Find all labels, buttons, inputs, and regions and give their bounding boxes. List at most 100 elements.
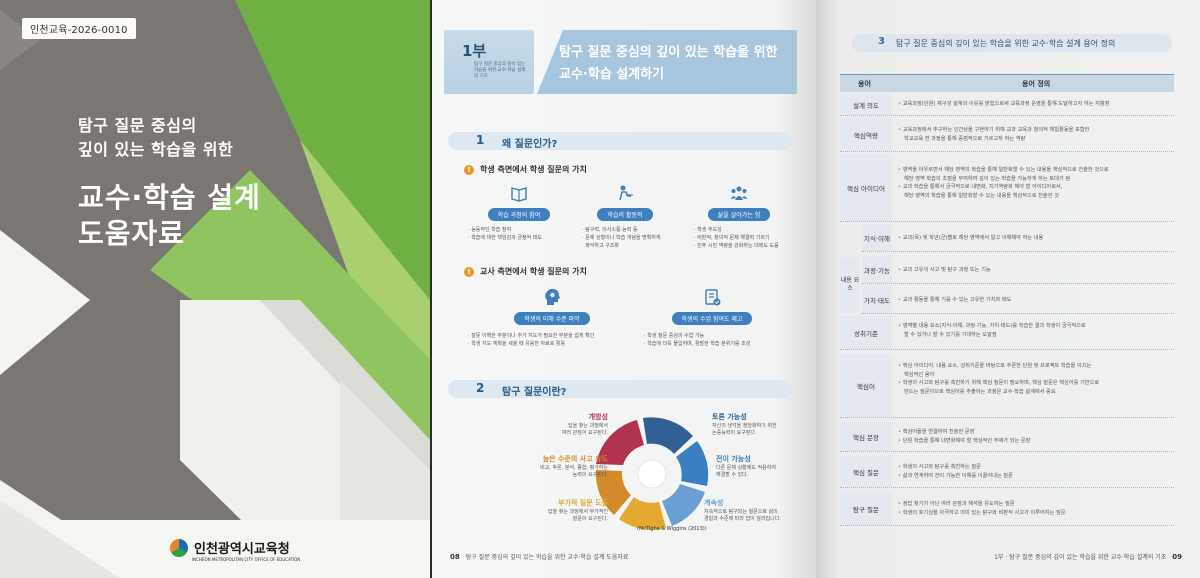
table-row: 설계 의도 교육과정(단원) 재구성 설계의 이유를 밝힘으로써 교육과정 운영… bbox=[840, 94, 1174, 116]
right-footer-text: 1부 · 탐구 질문 중심의 깊이 있는 학습을 위한 교수·학습 설계의 기초 bbox=[994, 554, 1167, 561]
row-definition: 핵심 아이디어, 내용 요소, 성취기준을 바탕으로 추론한 단원 및 프로젝트… bbox=[898, 362, 1170, 371]
publisher-logo: 인천광역시교육청 INCHEON METROPOLITAN CITY OFFIC… bbox=[170, 538, 300, 562]
header-term: 용어 bbox=[858, 80, 871, 88]
student-value-heading: ! 학생 측면에서 학생 질문의 가치 bbox=[464, 164, 587, 175]
left-page-number: 08 bbox=[450, 553, 460, 561]
row-definition: 단원 학습을 통해 내면화해야 할 핵심적인 주제가 되는 문장 bbox=[898, 437, 1170, 446]
bullet-text: 파악하고 구조화 bbox=[585, 243, 619, 249]
right-page: 3 탐구 질문 중심의 깊이 있는 학습을 위한 교수·학습 설계 용어 정의 … bbox=[816, 0, 1200, 578]
head-gear-icon bbox=[543, 288, 561, 306]
row-definition: 학교교육 전 과정을 통해 중점적으로 기르고자 하는 역량 bbox=[904, 135, 1026, 142]
teacher-value-1: 학생의 이해 수준 파악 bbox=[492, 288, 612, 325]
row-term: 과정·기능 bbox=[862, 256, 892, 283]
quality-name: 개방성 bbox=[588, 413, 608, 421]
table-row: 성취기준 영역별 내용 요소(지식·이해, 과정·기능, 가치·태도)를 학습한… bbox=[840, 316, 1174, 350]
part-description: 탐구 질문 중심의 깊이 있는 학습을 위한 교수·학습 설계의 기초 bbox=[474, 62, 526, 79]
bullet-text: 탐구력, 의사소통 능력 등 bbox=[585, 227, 638, 233]
section-1-label: 왜 질문인가? bbox=[502, 139, 558, 150]
teacher-value-2: 학생의 수업 참여도 제고 bbox=[652, 288, 772, 325]
value-label: 학습의 활동력 bbox=[597, 208, 653, 221]
section-2-label: 탐구 질문이란? bbox=[502, 387, 567, 398]
row-definition: 교육과정에서 추구하는 인간상을 구현하기 위해 교과 교육과 창의적 체험활동… bbox=[898, 126, 1170, 135]
quality-desc: 답을 찾는 과정에서 부가적인 bbox=[548, 509, 608, 515]
row-term: 지식·이해 bbox=[862, 224, 892, 251]
citation: (McTighe & Wiggins (2013)) bbox=[637, 526, 707, 532]
cover-title-line-2: 도움자료 bbox=[78, 217, 186, 250]
row-definition: 정답 찾기가 아닌 여러 관점과 해석을 유도하는 질문 bbox=[898, 500, 1170, 509]
table-row: 지식·이해 교과(목) 및 학년(군)별로 해당 영역에서 알고 이해해야 하는… bbox=[862, 224, 1174, 252]
student-value-heading-text: 학생 측면에서 학생 질문의 가치 bbox=[480, 165, 587, 174]
quality-desc: 지속적으로 탐구되는 질문으로 삶의 bbox=[704, 509, 778, 515]
row-definition: 학생의 사고와 탐구를 촉진하기 위해 핵심 질문이 필요하며, 핵심 질문은 … bbox=[898, 379, 1170, 388]
publisher-name-en: INCHEON METROPOLITAN CITY OFFICE OF EDUC… bbox=[192, 557, 301, 562]
section-3-number: 3 bbox=[878, 36, 885, 47]
row-definition: 삶과 연계하여 전이 가능한 이해를 이끌어내는 질문 bbox=[898, 472, 1170, 481]
row-definition: 학생의 사고와 탐구를 촉진하는 질문 bbox=[898, 463, 1170, 472]
cover-title-line-1: 교수·학습 설계 bbox=[78, 181, 261, 214]
quality-debatability: 토론 가능성 자신의 생각을 정당화하기 위한 논증능력이 요구된다. bbox=[712, 414, 777, 437]
quality-desc: 경험과 수준에 따라 답이 달라집니다. bbox=[704, 516, 781, 522]
quality-additional-questions: 부가적 질문 도출 답을 찾는 과정에서 부가적인 질문이 요구된다. bbox=[508, 500, 608, 523]
row-definition: 교육과정(단원) 재구성 설계의 이유를 밝힘으로써 교육과정 운영을 통해 도… bbox=[898, 100, 1170, 109]
table-row: 핵심역량 교육과정에서 추구하는 인간상을 구현하기 위해 교과 교육과 창의적… bbox=[840, 118, 1174, 152]
row-definition: 할 수 있거나 할 수 있기를 기대하는 도달점 bbox=[904, 331, 997, 338]
section-3-heading: 3 탐구 질문 중심의 깊이 있는 학습을 위한 교수·학습 설계 용어 정의 bbox=[852, 34, 1172, 52]
quality-openness: 개방성 답을 찾는 과정에서 여러 관점이 요구된다. bbox=[538, 414, 608, 437]
student-value-2-bullets: · 탐구력, 의사소통 능력 등 · 문제 상황이나 학습 개념을 명확하게 파… bbox=[582, 227, 661, 249]
bullet-text: 능동적인 학습 참여 bbox=[471, 227, 512, 233]
exclamation-icon: ! bbox=[464, 266, 474, 277]
student-value-3: 삶을 살아가는 힘 bbox=[694, 184, 784, 221]
quality-name: 전이 가능성 bbox=[716, 455, 751, 463]
cover-subtitle-line-1: 탐구 질문 중심의 bbox=[78, 116, 197, 135]
quality-name: 부가적 질문 도출 bbox=[558, 499, 608, 507]
row-definition: 영역별 내용 요소(지식·이해, 과정·기능, 가치·태도)를 학습한 결과 학… bbox=[898, 322, 1170, 331]
left-page: 1부 탐구 질문 중심의 깊이 있는 학습을 위한 교수·학습 설계의 기초 탐… bbox=[432, 0, 816, 578]
table-row: 핵심 문장 핵심어들을 연결하여 진술한 문장 단원 학습을 통해 내면화해야 … bbox=[840, 422, 1174, 452]
row-definition: 핵심적인 용어 bbox=[904, 371, 935, 378]
quality-name: 토론 가능성 bbox=[712, 413, 747, 421]
row-term: 핵심 아이디어 bbox=[840, 154, 892, 221]
table-row: 핵심 아이디어 영역을 아우르면서 해당 영역의 학습을 통해 일반화할 수 있… bbox=[840, 154, 1174, 222]
quality-desc: 다른 문제 상황에도 적용하여 bbox=[716, 465, 776, 471]
bullet-text: 학생 지도 계획을 세울 때 유용한 자료로 활용 bbox=[471, 341, 566, 347]
row-definition: 학생의 호기심을 자극하고 의미 있는 탐구와 비판적 사고가 이루어지는 질문 bbox=[898, 509, 1170, 518]
teacher-value-heading-text: 교사 측면에서 학생 질문의 가치 bbox=[480, 267, 587, 276]
teacher-value-2-bullets: · 학생 질문 중심의 수업 가능 · 학습에 더욱 몰입하며, 활발한 학습 … bbox=[644, 333, 751, 347]
right-page-number: 09 bbox=[1172, 553, 1182, 561]
bullet-text: 비판적, 창의적 문제 해결력 기르기 bbox=[697, 235, 770, 241]
quality-desc: 질문이 요구된다. bbox=[572, 516, 608, 522]
row-term: 핵심 문장 bbox=[840, 422, 892, 451]
bullet-text: 학생 질문 중심의 수업 가능 bbox=[647, 333, 705, 339]
row-definition: 교과 활동을 통해 기를 수 있는 고유한 가치와 태도 bbox=[898, 296, 1170, 305]
booklet-cover: 인천교육-2026-0010 탐구 질문 중심의 깊이 있는 학습을 위한 교수… bbox=[0, 0, 430, 578]
bullet-text: 학습에 대한 책임감과 긍정적 태도 bbox=[471, 235, 542, 241]
group-icon bbox=[730, 184, 748, 202]
row-term: 핵심어 bbox=[840, 354, 892, 417]
quality-desc: 능력이 요구된다. bbox=[572, 472, 608, 478]
row-definition: 영역을 아우르면서 해당 영역의 학습을 통해 일반화할 수 있는 내용을 핵심… bbox=[898, 166, 1170, 175]
part-label-box: 1부 탐구 질문 중심의 깊이 있는 학습을 위한 교수·학습 설계의 기초 bbox=[444, 30, 534, 94]
section-1-heading: 1 왜 질문인가? bbox=[448, 132, 793, 150]
value-label: 학생의 수업 참여도 제고 bbox=[671, 312, 753, 325]
row-term: 성취기준 bbox=[840, 316, 892, 349]
left-footer-text: 탐구 질문 중심의 깊이 있는 학습을 위한 교수·학습 설계 도움자료 bbox=[465, 554, 629, 561]
value-label: 학습 과정의 참여 bbox=[487, 208, 551, 221]
bullet-text: 문제 상황이나 학습 개념을 명확하게 bbox=[585, 235, 661, 241]
row-definition: 해당 영역의 학습을 통해 일반화할 수 있는 내용을 핵심적으로 진술한 것 bbox=[904, 192, 1059, 199]
quality-name: 계속성 bbox=[704, 499, 724, 507]
quality-continuity: 계속성 지속적으로 탐구되는 질문으로 삶의 경험과 수준에 따라 답이 달라집… bbox=[704, 500, 781, 523]
header-definition: 용어 정의 bbox=[1022, 80, 1051, 88]
table-row: 가치·태도 교과 활동을 통해 기를 수 있는 고유한 가치와 태도 bbox=[862, 286, 1174, 314]
quality-transferability: 전이 가능성 다른 문제 상황에도 적용하여 해결할 수 있다. bbox=[716, 456, 776, 479]
part-number: 1부 bbox=[462, 42, 487, 60]
left-page-footer: 08 탐구 질문 중심의 깊이 있는 학습을 위한 교수·학습 설계 도움자료 bbox=[450, 552, 628, 561]
inquiry-question-cycle: 개방성 답을 찾는 과정에서 여러 관점이 요구된다. 높은 수준의 사고 유도… bbox=[472, 400, 792, 550]
value-label: 삶을 살아가는 힘 bbox=[707, 208, 771, 221]
clipboard-check-icon bbox=[703, 288, 721, 306]
section-3-label: 탐구 질문 중심의 깊이 있는 학습을 위한 교수·학습 설계 용어 정의 bbox=[896, 39, 1116, 48]
row-term: 가치·태도 bbox=[862, 286, 892, 313]
row-definition: 교과(목) 및 학년(군)별로 해당 영역에서 알고 이해해야 하는 내용 bbox=[898, 234, 1170, 243]
cover-chevron-graphic bbox=[0, 0, 430, 578]
publication-code: 인천교육-2026-0010 bbox=[22, 18, 136, 39]
